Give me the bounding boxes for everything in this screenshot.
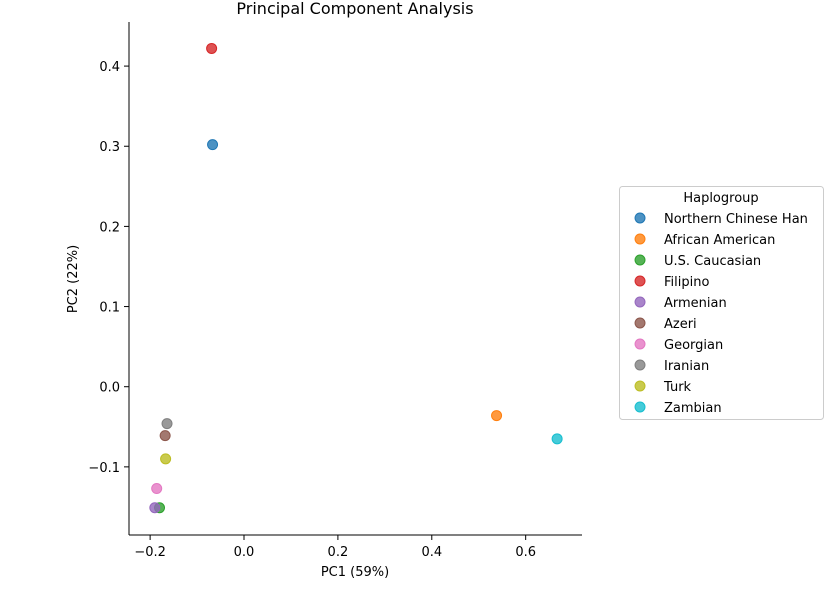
legend-marker [634, 233, 646, 245]
x-ticks: −0.2 0.0 0.2 0.4 0.6 [134, 535, 536, 560]
legend-marker [634, 359, 646, 371]
y-tick-label: 0.0 [99, 381, 120, 396]
chart-title: Principal Component Analysis [236, 0, 473, 18]
x-tick-label: 0.2 [328, 545, 349, 560]
data-point-northern-chinese-han [207, 139, 219, 151]
legend-items: Northern Chinese Han African American U.S.… [634, 212, 808, 416]
legend-entry-label: Filipino [664, 275, 709, 290]
legend-entry-label: Northern Chinese Han [664, 212, 808, 227]
axes [128, 22, 582, 536]
legend-entry-label: Zambian [664, 401, 722, 416]
legend-title: Haplogroup [683, 191, 758, 206]
x-tick-label: 0.4 [421, 545, 442, 560]
data-point-zambian [551, 433, 563, 445]
x-tick-label: 0.0 [234, 545, 255, 560]
y-tick-label: 0.2 [99, 220, 120, 235]
data-points [149, 42, 563, 514]
legend-entry-label: Georgian [664, 338, 723, 353]
legend-marker [634, 338, 646, 350]
data-point-turk [160, 453, 172, 465]
y-tick-label: 0.1 [99, 301, 120, 316]
legend-entry-label: Armenian [664, 296, 727, 311]
legend-entry-label: African American [664, 233, 775, 248]
x-tick-label: −0.2 [134, 545, 166, 560]
legend-entry-label: Turk [663, 380, 692, 395]
data-point-azeri [159, 430, 171, 442]
legend-entry-label: Iranian [664, 359, 709, 374]
legend-marker [634, 254, 646, 266]
legend-frame [619, 186, 824, 420]
data-point-iranian [161, 418, 173, 430]
legend-entry-label: U.S. Caucasian [664, 254, 761, 269]
y-tick-label: 0.4 [99, 60, 120, 75]
legend-marker [634, 275, 646, 287]
x-axis-label: PC1 (59%) [321, 565, 389, 580]
legend-marker [634, 401, 646, 413]
data-point-georgian [151, 483, 163, 495]
data-point-armenian [149, 502, 161, 514]
y-axis-label: PC2 (22%) [66, 245, 81, 313]
legend-entry-label: Azeri [664, 317, 697, 332]
data-point-filipino [206, 42, 218, 54]
legend-marker [634, 380, 646, 392]
legend: Haplogroup Northern Chinese Han African A… [619, 186, 824, 420]
x-tick-label: 0.6 [515, 545, 536, 560]
legend-marker [634, 296, 646, 308]
legend-marker [634, 212, 646, 224]
y-tick-label: −0.1 [88, 461, 120, 476]
y-ticks: −0.1 0.0 0.1 0.2 0.3 0.4 [88, 60, 129, 476]
legend-marker [634, 317, 646, 329]
data-point-african-american [491, 410, 503, 422]
y-tick-label: 0.3 [99, 140, 120, 155]
